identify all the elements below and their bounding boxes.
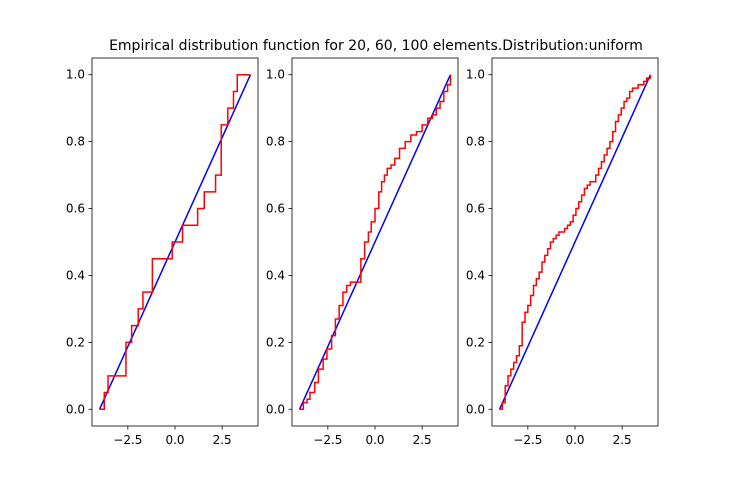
subplot-60-elements: −2.5 0.0 2.5 0.0 0.2 0.4 0.6 0.8 1.0 — [266, 57, 459, 447]
empirical-cdf-line — [499, 74, 652, 411]
y-tick-label: 0.8 — [466, 135, 485, 149]
y-tick-label: 0.8 — [66, 135, 85, 149]
y-tick-label: 0.4 — [466, 268, 485, 282]
theoretical-cdf-line — [298, 74, 452, 410]
y-tick-label: 0.2 — [466, 335, 485, 349]
y-tick-label: 0.2 — [266, 335, 285, 349]
y-tick-label: 0.8 — [266, 135, 285, 149]
y-tick-label: 0.4 — [266, 268, 285, 282]
x-tick-label: 0.0 — [365, 433, 384, 447]
x-tick-label: −2.5 — [313, 433, 342, 447]
y-tick-label: 0.2 — [66, 335, 85, 349]
x-tick-label: 2.5 — [213, 433, 232, 447]
y-tick-label: 0.6 — [466, 202, 485, 216]
chart-title: Empirical distribution function for 20, … — [109, 38, 643, 54]
x-tick-label: −2.5 — [513, 433, 542, 447]
empirical-cdf-line — [99, 73, 251, 411]
x-tick-label: −2.5 — [113, 433, 142, 447]
empirical-cdf-line — [299, 74, 452, 411]
subplot-20-elements: −2.5 0.0 2.5 0.0 0.2 0.4 0.6 0.8 1.0 — [66, 57, 259, 447]
y-tick-label: 0.6 — [66, 202, 85, 216]
y-tick-label: 0.0 — [66, 402, 85, 416]
subplot-100-elements: −2.5 0.0 2.5 0.0 0.2 0.4 0.6 0.8 1.0 — [466, 57, 659, 447]
y-tick-label: 0.4 — [66, 268, 85, 282]
x-tick-label: 0.0 — [565, 433, 584, 447]
y-tick-label: 1.0 — [266, 68, 285, 82]
y-tick-label: 0.0 — [266, 402, 285, 416]
x-tick-label: 2.5 — [613, 433, 632, 447]
x-tick-label: 2.5 — [413, 433, 432, 447]
x-tick-label: 0.0 — [165, 433, 184, 447]
y-tick-label: 0.6 — [266, 202, 285, 216]
y-tick-label: 1.0 — [466, 68, 485, 82]
y-tick-label: 1.0 — [66, 68, 85, 82]
theoretical-cdf-line — [498, 74, 652, 410]
y-tick-label: 0.0 — [466, 402, 485, 416]
